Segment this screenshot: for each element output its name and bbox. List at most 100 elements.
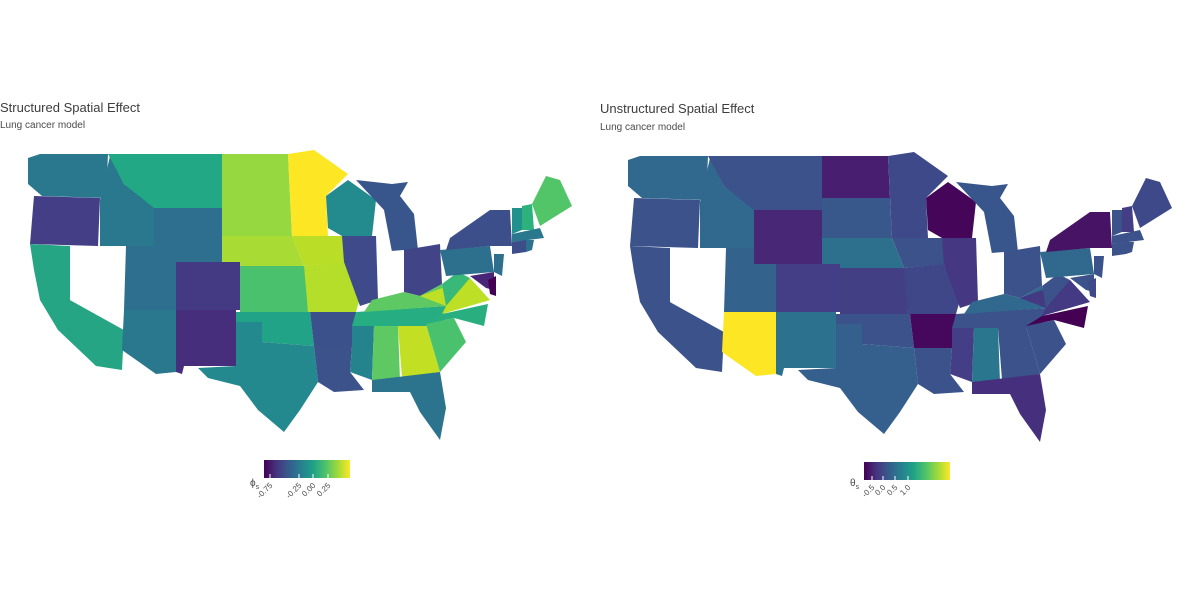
state-alabama (372, 326, 400, 380)
state-illinois (942, 238, 978, 308)
legend-colorbar (264, 460, 350, 478)
legend-tick-label: 0.25 (315, 481, 333, 499)
state-colorado (776, 264, 840, 312)
choropleth-map-structured: ϕs -0.75 -0.25 0.00 0.25 (28, 150, 572, 500)
state-north-dakota (222, 154, 290, 196)
state-montana (708, 156, 822, 210)
state-west-virginia (1042, 274, 1070, 308)
state-new-hampshire (1122, 206, 1134, 232)
state-new-jersey (1094, 256, 1104, 278)
state-missouri (304, 262, 360, 312)
state-north-dakota (822, 156, 890, 198)
state-new-mexico (776, 312, 836, 376)
state-minnesota (288, 150, 348, 236)
state-massachusetts (512, 228, 544, 242)
state-massachusetts (1112, 230, 1144, 244)
state-mississippi (350, 326, 374, 380)
state-maryland (1070, 274, 1094, 292)
state-indiana (378, 250, 404, 300)
legend-tick-label: 0.00 (300, 481, 318, 499)
panel-subtitle: Lung cancer model (600, 122, 686, 133)
state-montana (108, 154, 222, 208)
state-alabama (972, 328, 1000, 382)
state-washington (628, 156, 708, 200)
state-california (30, 244, 124, 370)
state-georgia (398, 324, 440, 378)
state-west-virginia (442, 272, 470, 306)
state-ohio (1004, 246, 1042, 298)
state-new-york (446, 210, 512, 250)
state-michigan (356, 180, 418, 252)
state-missouri (904, 264, 960, 314)
state-new-mexico (176, 310, 236, 374)
state-florida (972, 374, 1046, 442)
state-new-york (1046, 212, 1112, 252)
state-louisiana (314, 346, 364, 392)
state-arkansas (910, 314, 956, 348)
legend-title: ϕs (250, 478, 260, 491)
state-louisiana (914, 348, 964, 394)
state-new-jersey (494, 254, 504, 276)
state-wyoming (754, 210, 822, 264)
legend-colorbar (864, 462, 950, 480)
state-kansas (240, 266, 308, 312)
state-wisconsin (926, 182, 976, 238)
map-legend: θs -0.5 0.0 0.5 1.0 (850, 462, 950, 499)
state-texas (198, 322, 318, 432)
state-vermont (1112, 210, 1122, 236)
unstructured-effect-panel: Unstructured Spatial Effect Lung cancer … (600, 0, 1200, 600)
state-connecticut (512, 240, 526, 254)
state-wyoming (154, 208, 222, 262)
state-vermont (512, 208, 522, 234)
state-nebraska (822, 238, 904, 268)
state-new-hampshire (522, 204, 534, 230)
state-washington (28, 154, 108, 198)
state-indiana (978, 252, 1004, 302)
state-idaho (700, 158, 754, 248)
state-rhode-island (526, 240, 534, 252)
state-kentucky (364, 284, 446, 312)
state-south-carolina (1026, 320, 1066, 374)
choropleth-map-unstructured: θs -0.5 0.0 0.5 1.0 (628, 152, 1172, 499)
state-arizona (722, 312, 776, 376)
state-mississippi (950, 328, 974, 382)
state-oklahoma (836, 314, 914, 348)
legend-tick-label: 1.0 (898, 483, 913, 498)
state-utah (124, 246, 176, 310)
state-north-carolina (1026, 306, 1088, 328)
panel-subtitle: Lung cancer model (0, 120, 86, 131)
state-oregon (30, 196, 100, 246)
state-illinois (342, 236, 378, 306)
state-wisconsin (326, 180, 376, 236)
state-maine (1132, 178, 1172, 228)
state-nevada (70, 246, 126, 330)
state-texas (798, 324, 918, 434)
state-rhode-island (1126, 242, 1134, 254)
state-maryland (470, 272, 494, 290)
state-nebraska (222, 236, 304, 266)
state-pennsylvania (1040, 248, 1094, 278)
state-utah (724, 248, 776, 312)
state-michigan (956, 182, 1018, 254)
state-nevada (670, 248, 726, 332)
state-delaware (1088, 278, 1096, 298)
map-legend: ϕs -0.75 -0.25 0.00 0.25 (250, 460, 350, 500)
state-minnesota (888, 152, 948, 238)
legend-title: θs (850, 478, 860, 491)
legend-tick-label: 0.5 (885, 483, 900, 498)
state-delaware (488, 276, 496, 296)
state-ohio (404, 244, 442, 296)
state-idaho (100, 156, 154, 246)
state-virginia (1020, 280, 1090, 316)
state-iowa (292, 236, 348, 266)
state-virginia (420, 278, 490, 314)
state-maine (532, 176, 572, 226)
state-south-carolina (426, 318, 466, 372)
structured-effect-panel: Structured Spatial Effect Lung cancer mo… (0, 100, 572, 500)
state-arizona (122, 310, 176, 374)
state-colorado (176, 262, 240, 310)
state-arkansas (310, 312, 356, 346)
state-south-dakota (222, 196, 292, 236)
state-oregon (630, 198, 700, 248)
state-pennsylvania (440, 246, 494, 276)
